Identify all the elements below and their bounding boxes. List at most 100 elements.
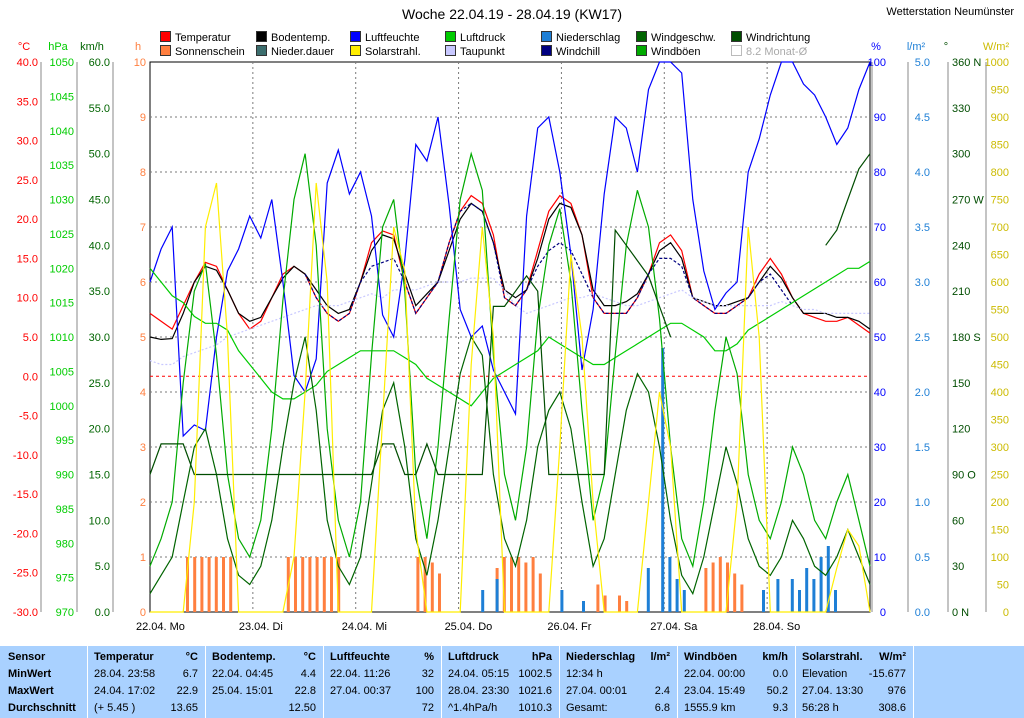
bar-sonnenschein	[416, 557, 420, 612]
axis-tick-label: 40.0	[17, 57, 38, 69]
stats-cell: hPa	[531, 651, 552, 663]
axis-unit-label: °	[944, 41, 948, 53]
legend-swatch	[445, 45, 456, 56]
axis-tick-label: 0	[140, 607, 146, 619]
legend-swatch	[256, 45, 267, 56]
axis-tick-label: 30.0	[89, 332, 110, 344]
axis-tick-label: 300	[991, 442, 1009, 454]
stats-cell: 27.04. 13:30	[802, 685, 864, 697]
stats-cell: MinWert	[8, 668, 52, 680]
bar-sonnenschein	[294, 557, 297, 612]
bar-niederschlag	[834, 590, 837, 612]
legend-label: Windböen	[651, 46, 701, 58]
axis-unit-label: l/m²	[907, 41, 926, 53]
axis-tick-label: 50	[874, 332, 886, 344]
axis-tick-label: 15.0	[89, 470, 110, 482]
stats-cell: l/m²	[650, 651, 670, 663]
axis-unit-label: °C	[18, 41, 30, 53]
axis-tick-label: 5.0	[915, 57, 930, 69]
axis-tick-label: 10	[874, 552, 886, 564]
stats-cell: 27.04. 00:37	[330, 685, 392, 697]
bar-sonnenschein	[733, 573, 737, 612]
stats-cell: (+ 5.45 )	[94, 702, 136, 714]
legend-label: Nieder.dauer	[271, 46, 334, 58]
bar-sonnenschein	[596, 584, 600, 612]
x-axis-day-label: 26.04. Fr	[547, 621, 591, 633]
bar-sonnenschein	[200, 557, 204, 612]
chart-title: Woche 22.04.19 - 28.04.19 (KW17)	[402, 6, 622, 22]
axis-tick-label: 1045	[50, 91, 74, 103]
axis-tick-label: 995	[56, 435, 74, 447]
stats-cell: 22.04. 11:26	[330, 668, 391, 680]
legend-label: Luftdruck	[460, 32, 506, 44]
legend-label: Windchill	[556, 46, 601, 58]
stats-column: Luftdruck hPa 24.04. 05:15 1002.5 28.04. 23:…	[442, 646, 560, 718]
axis-tick-label: 35.0	[17, 96, 38, 108]
axis-tick-label: 2	[140, 497, 146, 509]
bar-niederschlag	[776, 579, 780, 612]
axis-tick-label: 7	[140, 222, 146, 234]
axis-tick-label: 40.0	[89, 240, 110, 252]
axis-tick-label: 0.0	[915, 607, 930, 619]
axis-unit-label: h	[135, 41, 141, 53]
axis-tick-label: 1035	[50, 160, 74, 172]
legend-swatch	[350, 45, 361, 56]
stats-cell: Windböen	[684, 651, 738, 663]
bar-sonnenschein	[222, 557, 225, 612]
legend-item: Temperatur	[160, 31, 231, 44]
bar-sonnenschein	[524, 562, 528, 612]
stats-cell: 976	[887, 685, 906, 697]
stats-cell: Solarstrahl.	[802, 651, 863, 663]
stats-cell: 25.04. 15:01	[212, 685, 274, 697]
bar-sonnenschein	[229, 557, 233, 612]
axis-tick-label: 1010	[50, 332, 74, 344]
bar-niederschlag	[495, 579, 499, 612]
legend-swatch	[731, 31, 742, 42]
legend-swatch	[160, 31, 171, 42]
axis-tick-label: 40	[874, 387, 886, 399]
legend-swatch	[731, 45, 742, 56]
axis-tick-label: -25.0	[13, 568, 38, 580]
legend-label: Windgeschw.	[651, 32, 716, 44]
bar-sonnenschein	[186, 557, 189, 612]
legend-label: Sonnenschein	[175, 46, 245, 58]
axis-tick-label: 0	[880, 607, 886, 619]
stats-column: Solarstrahl. W/m² Elevation -15.677 27.04. 1…	[796, 646, 914, 718]
axis-tick-label: 0.5	[915, 552, 930, 564]
stats-column: Temperatur °C 28.04. 23:58 6.7 24.04. 17:02 2…	[88, 646, 206, 718]
stats-cell: 0.0	[772, 668, 788, 680]
series-luftfeuchte	[149, 61, 871, 438]
bar-sonnenschein	[193, 557, 197, 612]
series-taupunkt	[149, 277, 870, 366]
stats-cell: Niederschlag	[566, 651, 636, 663]
axis-tick-label: 330	[952, 103, 970, 115]
axis-tick-label: 0.0	[23, 371, 38, 383]
bar-niederschlag	[762, 590, 765, 612]
legend-swatch	[350, 31, 361, 42]
axis-tick-label: 210	[952, 286, 970, 298]
axis-unit-label: km/h	[80, 41, 104, 53]
bar-sonnenschein	[704, 568, 708, 612]
stats-cell: 1555.9 km	[684, 702, 736, 714]
axis-tick-label: -15.0	[13, 489, 38, 501]
axis-tick-label: 100	[868, 57, 886, 69]
axis-tick-label: 980	[56, 538, 74, 550]
legend-item: Sonnenschein	[160, 45, 245, 58]
axis-tick-label: 90	[874, 112, 886, 124]
stats-cell: km/h	[762, 651, 788, 663]
statistics-table: Sensor MinWert MaxWert Durchschnitt Temperat…	[0, 646, 1024, 718]
stats-cell: Luftfeuchte	[330, 651, 390, 663]
axis-tick-label: 25.0	[17, 175, 38, 187]
stats-cell: 56:28 h	[802, 702, 839, 714]
axis-tick-label: 250	[991, 470, 1009, 482]
axis-tick-label: 25.0	[89, 378, 110, 390]
stats-cell: 28.04. 23:30	[448, 685, 510, 697]
stats-cell: 12:34 h	[566, 668, 603, 680]
bar-niederschlag	[819, 557, 823, 612]
axis-tick-label: 1030	[50, 195, 74, 207]
axis-tick-label: 120	[952, 424, 970, 436]
series-windben	[149, 151, 871, 569]
bar-sonnenschein	[423, 557, 427, 612]
axis-tick-label: 15.0	[17, 253, 38, 265]
legend-label: Windrichtung	[746, 32, 811, 44]
